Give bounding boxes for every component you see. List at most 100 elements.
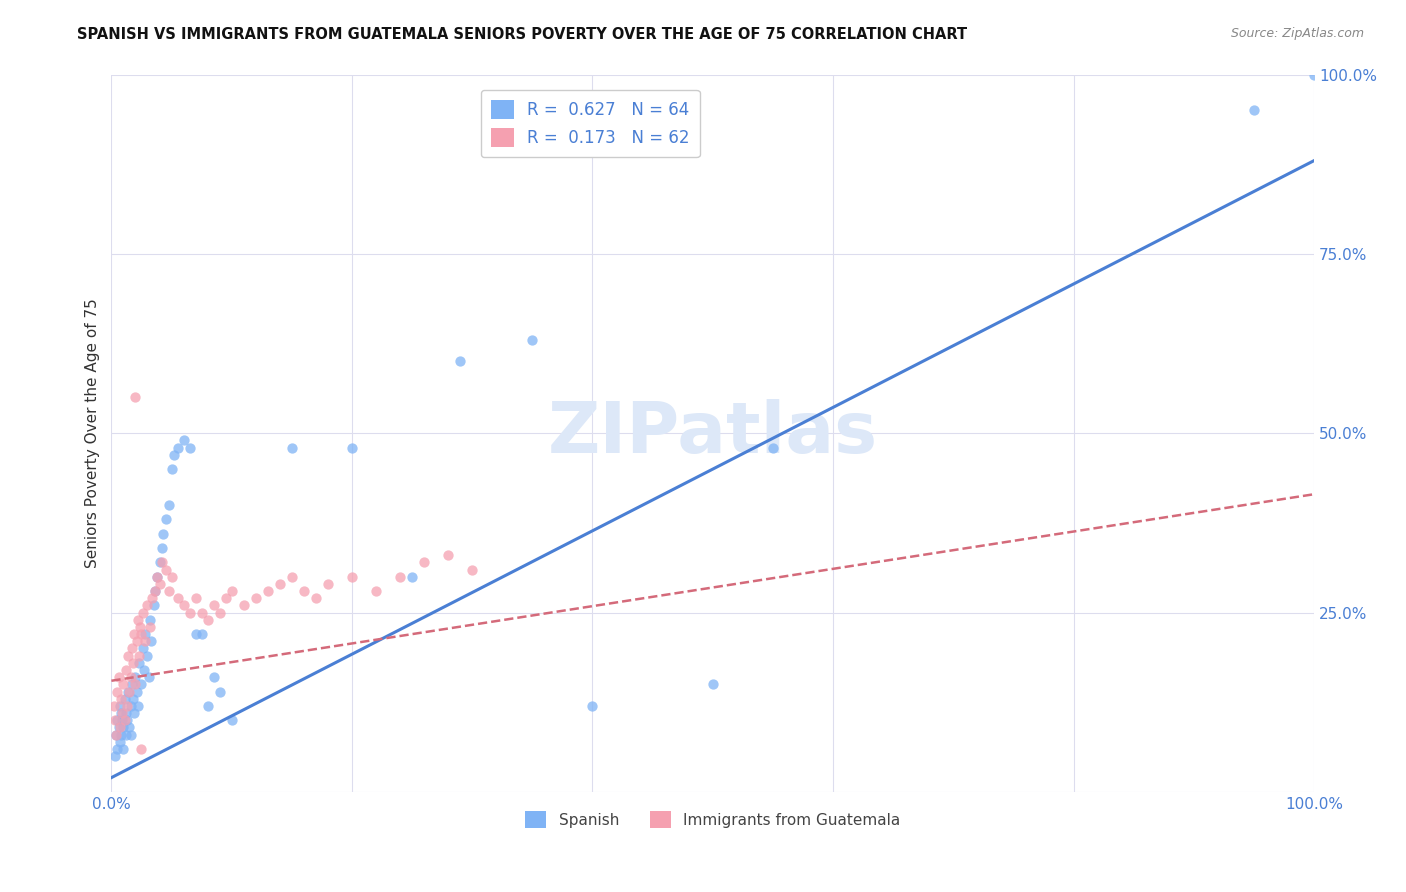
- Point: [104, 713, 127, 727]
- Point: [103, 698, 125, 713]
- Point: [179, 441, 201, 455]
- Point: [316, 577, 339, 591]
- Point: [157, 584, 180, 599]
- Point: [125, 684, 148, 698]
- Point: [107, 713, 129, 727]
- Point: [110, 706, 132, 720]
- Point: [190, 627, 212, 641]
- Point: [139, 634, 162, 648]
- Point: [143, 584, 166, 599]
- Point: [136, 648, 159, 663]
- Point: [131, 742, 153, 756]
- Point: [155, 563, 177, 577]
- Point: [139, 613, 162, 627]
- Point: [281, 441, 304, 455]
- Point: [124, 677, 146, 691]
- Legend: Spanish, Immigrants from Guatemala: Spanish, Immigrants from Guatemala: [519, 805, 907, 835]
- Point: [166, 441, 188, 455]
- Point: [115, 728, 138, 742]
- Point: [401, 570, 423, 584]
- Point: [107, 684, 129, 698]
- Point: [115, 706, 138, 720]
- Text: SPANISH VS IMMIGRANTS FROM GUATEMALA SENIORS POVERTY OVER THE AGE OF 75 CORRELAT: SPANISH VS IMMIGRANTS FROM GUATEMALA SEN…: [77, 27, 967, 42]
- Point: [105, 728, 128, 742]
- Point: [114, 713, 136, 727]
- Point: [437, 548, 460, 562]
- Point: [124, 390, 146, 404]
- Point: [292, 584, 315, 599]
- Point: [340, 441, 363, 455]
- Point: [121, 641, 143, 656]
- Point: [522, 333, 544, 347]
- Point: [108, 720, 131, 734]
- Point: [129, 620, 152, 634]
- Point: [136, 599, 159, 613]
- Point: [221, 584, 243, 599]
- Point: [184, 627, 207, 641]
- Text: ZIPatlas: ZIPatlas: [548, 399, 877, 467]
- Point: [413, 555, 436, 569]
- Point: [118, 720, 141, 734]
- Point: [173, 599, 195, 613]
- Point: [1303, 68, 1326, 82]
- Point: [134, 627, 156, 641]
- Point: [150, 541, 173, 555]
- Point: [120, 670, 142, 684]
- Point: [148, 577, 170, 591]
- Point: [104, 749, 127, 764]
- Point: [281, 570, 304, 584]
- Point: [107, 742, 129, 756]
- Point: [108, 698, 131, 713]
- Point: [340, 570, 363, 584]
- Point: [115, 713, 138, 727]
- Point: [121, 677, 143, 691]
- Point: [221, 713, 243, 727]
- Point: [139, 620, 162, 634]
- Point: [112, 742, 135, 756]
- Point: [256, 584, 278, 599]
- Point: [146, 570, 169, 584]
- Point: [110, 691, 132, 706]
- Point: [127, 698, 149, 713]
- Point: [128, 648, 150, 663]
- Point: [122, 656, 145, 670]
- Point: [152, 526, 174, 541]
- Point: [364, 584, 387, 599]
- Point: [184, 591, 207, 606]
- Point: [111, 706, 134, 720]
- Point: [127, 613, 149, 627]
- Point: [111, 713, 134, 727]
- Point: [389, 570, 412, 584]
- Point: [166, 591, 188, 606]
- Point: [125, 634, 148, 648]
- Point: [131, 627, 153, 641]
- Point: [461, 563, 484, 577]
- Point: [131, 677, 153, 691]
- Point: [131, 641, 153, 656]
- Point: [208, 684, 231, 698]
- Point: [107, 720, 129, 734]
- Point: [702, 677, 724, 691]
- Point: [124, 670, 146, 684]
- Point: [131, 606, 153, 620]
- Point: [197, 698, 219, 713]
- Point: [146, 570, 169, 584]
- Point: [449, 354, 471, 368]
- Point: [197, 613, 219, 627]
- Text: Source: ZipAtlas.com: Source: ZipAtlas.com: [1230, 27, 1364, 40]
- Point: [150, 555, 173, 569]
- Point: [120, 728, 142, 742]
- Point: [110, 728, 132, 742]
- Point: [105, 728, 128, 742]
- Point: [269, 577, 291, 591]
- Point: [122, 691, 145, 706]
- Point: [155, 512, 177, 526]
- Point: [160, 462, 183, 476]
- Point: [122, 706, 145, 720]
- Y-axis label: Seniors Poverty Over the Age of 75: Seniors Poverty Over the Age of 75: [86, 298, 100, 568]
- Point: [108, 735, 131, 749]
- Point: [179, 606, 201, 620]
- Point: [143, 584, 166, 599]
- Point: [173, 434, 195, 448]
- Point: [117, 648, 139, 663]
